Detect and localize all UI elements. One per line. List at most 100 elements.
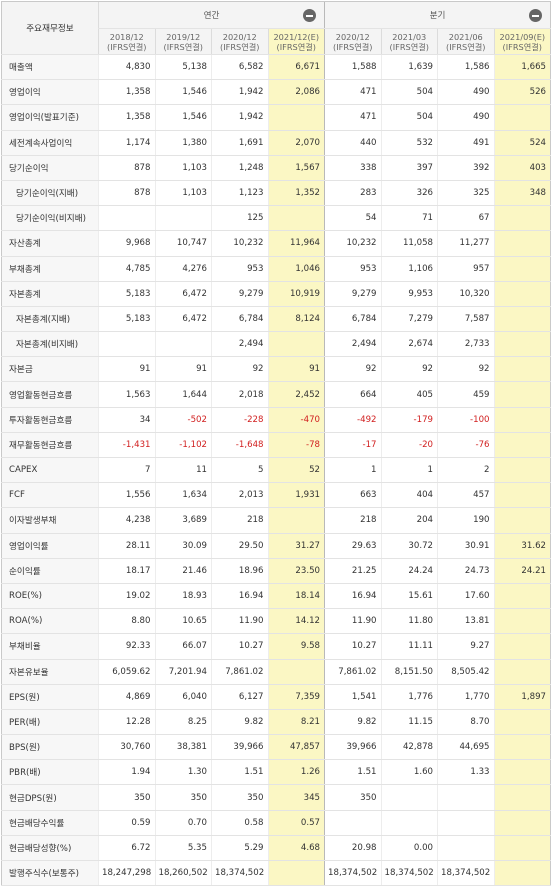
table-cell bbox=[437, 810, 495, 836]
table-cell: 44,695 bbox=[437, 734, 495, 761]
table-row: 영업이익 1,358 1,546 1,942 2,086 471 504 490 526 bbox=[1, 79, 551, 106]
table-cell: 91 bbox=[154, 356, 212, 383]
annual-collapse-minus-icon[interactable] bbox=[303, 9, 317, 22]
table-cell: 11.15 bbox=[380, 709, 438, 736]
table-cell: 2,013 bbox=[211, 482, 268, 509]
table-cell: 31.62 bbox=[493, 533, 551, 559]
table-cell: 1,556 bbox=[98, 482, 155, 509]
table-cell: 7,279 bbox=[380, 306, 438, 333]
table-cell: 1,776 bbox=[380, 684, 438, 710]
table-cell: 1 bbox=[324, 457, 382, 484]
table-cell: 326 bbox=[380, 180, 438, 207]
table-cell bbox=[493, 734, 551, 761]
table-cell: -470 bbox=[267, 407, 325, 433]
table-cell: 459 bbox=[437, 381, 495, 408]
table-cell: -228 bbox=[211, 407, 268, 433]
row-label: 자본금 bbox=[1, 356, 99, 383]
table-cell: 878 bbox=[98, 155, 155, 181]
row-label: 자산총계 bbox=[1, 230, 99, 257]
table-cell: 71 bbox=[380, 205, 438, 232]
table-cell: 19.02 bbox=[98, 583, 155, 610]
table-cell: 1.51 bbox=[324, 759, 382, 786]
table-cell: 1,639 bbox=[380, 54, 438, 81]
table-cell: 338 bbox=[324, 155, 382, 181]
quarter-period-header: 2021/06 (IFRS연결) bbox=[437, 28, 495, 55]
table-cell: 6.72 bbox=[98, 835, 155, 862]
table-cell bbox=[98, 331, 155, 358]
row-label: ROE(%) bbox=[1, 583, 99, 610]
table-cell: 11.90 bbox=[211, 608, 268, 635]
table-cell: 23.50 bbox=[267, 558, 325, 584]
table-cell: 5 bbox=[211, 457, 268, 484]
table-row: 자본유보율 6,059.62 7,201.94 7,861.02 7,861.02 8,1… bbox=[1, 659, 551, 685]
table-cell bbox=[437, 784, 495, 811]
table-cell: 8,124 bbox=[267, 306, 325, 333]
table-cell: 30.72 bbox=[380, 533, 438, 559]
row-label: BPS(원) bbox=[1, 734, 99, 761]
table-cell: 1.30 bbox=[154, 759, 212, 786]
row-label: 세전계속사업이익 bbox=[1, 130, 99, 156]
table-cell: 6,671 bbox=[267, 54, 325, 81]
table-cell: 7,861.02 bbox=[324, 659, 382, 685]
table-cell: 204 bbox=[380, 507, 438, 534]
table-row: 발행주식수(보통주) 18,247,298 18,260,502 18,374,502… bbox=[1, 860, 551, 886]
table-cell: 8,151.50 bbox=[380, 659, 438, 685]
table-cell: -17 bbox=[324, 432, 382, 459]
table-cell: 1,931 bbox=[267, 482, 325, 509]
table-cell: 11,964 bbox=[267, 230, 325, 257]
table-row: 당기순이익 878 1,103 1,248 1,567 338 397 392 403 bbox=[1, 155, 551, 181]
table-cell: -502 bbox=[154, 407, 212, 433]
table-cell: 2,494 bbox=[324, 331, 382, 358]
table-cell: 491 bbox=[437, 130, 495, 156]
table-cell: 6,059.62 bbox=[98, 659, 155, 685]
table-cell: 21.25 bbox=[324, 558, 382, 584]
table-cell: 6,472 bbox=[154, 281, 212, 307]
table-row: ROE(%) 19.02 18.93 16.94 18.14 16.94 15.61 17.6… bbox=[1, 583, 551, 610]
table-row: 순이익률 18.17 21.46 18.96 23.50 21.25 24.24 24.73 2… bbox=[1, 558, 551, 584]
table-cell: 1,358 bbox=[98, 104, 155, 131]
table-row: 영업이익(발표기준) 1,358 1,546 1,942 471 504 490 bbox=[1, 104, 551, 131]
row-label: 발행주식수(보통주) bbox=[1, 860, 99, 886]
table-cell: 405 bbox=[380, 381, 438, 408]
table-cell: 8.25 bbox=[154, 709, 212, 736]
table-row: 현금배당성향(%) 6.72 5.35 5.29 4.68 20.98 0.00 bbox=[1, 835, 551, 862]
table-cell: 1.33 bbox=[437, 759, 495, 786]
quarter-collapse-minus-icon[interactable] bbox=[529, 9, 543, 22]
table-cell bbox=[493, 281, 551, 307]
row-label: 당기순이익(지배) bbox=[1, 180, 99, 207]
table-cell: 4.68 bbox=[267, 835, 325, 862]
row-label: 당기순이익 bbox=[1, 155, 99, 181]
table-cell: 10.27 bbox=[211, 633, 268, 660]
table-cell: 1.51 bbox=[211, 759, 268, 786]
table-cell: 52 bbox=[267, 457, 325, 484]
table-cell: 91 bbox=[267, 356, 325, 383]
table-cell: 403 bbox=[493, 155, 551, 181]
table-row: 자본총계(비지배) 2,494 2,494 2,674 2,733 bbox=[1, 331, 551, 358]
table-cell: 16.94 bbox=[211, 583, 268, 610]
table-cell: 92 bbox=[437, 356, 495, 383]
table-cell: 11,277 bbox=[437, 230, 495, 257]
table-cell bbox=[493, 104, 551, 131]
table-row: 자본금 91 91 92 91 92 92 92 bbox=[1, 356, 551, 383]
row-label: FCF bbox=[1, 482, 99, 509]
row-label: 영업이익(발표기준) bbox=[1, 104, 99, 131]
table-cell: 0.00 bbox=[380, 835, 438, 862]
table-cell: 30.91 bbox=[437, 533, 495, 559]
row-label: 당기순이익(비지배) bbox=[1, 205, 99, 232]
row-label: 영업이익 bbox=[1, 79, 99, 106]
table-cell bbox=[98, 205, 155, 232]
table-cell: -1,431 bbox=[98, 432, 155, 459]
table-cell bbox=[267, 104, 325, 131]
table-cell: 6,472 bbox=[154, 306, 212, 333]
table-cell: 5,138 bbox=[154, 54, 212, 81]
table-cell: 18.93 bbox=[154, 583, 212, 610]
table-cell bbox=[324, 810, 382, 836]
table-cell: 0.70 bbox=[154, 810, 212, 836]
table-cell bbox=[493, 810, 551, 836]
table-cell: 1,942 bbox=[211, 79, 268, 106]
table-cell: 9,279 bbox=[211, 281, 268, 307]
table-cell: 1,248 bbox=[211, 155, 268, 181]
table-cell: 24.21 bbox=[493, 558, 551, 584]
table-cell: 1,567 bbox=[267, 155, 325, 181]
table-cell: 0.59 bbox=[98, 810, 155, 836]
